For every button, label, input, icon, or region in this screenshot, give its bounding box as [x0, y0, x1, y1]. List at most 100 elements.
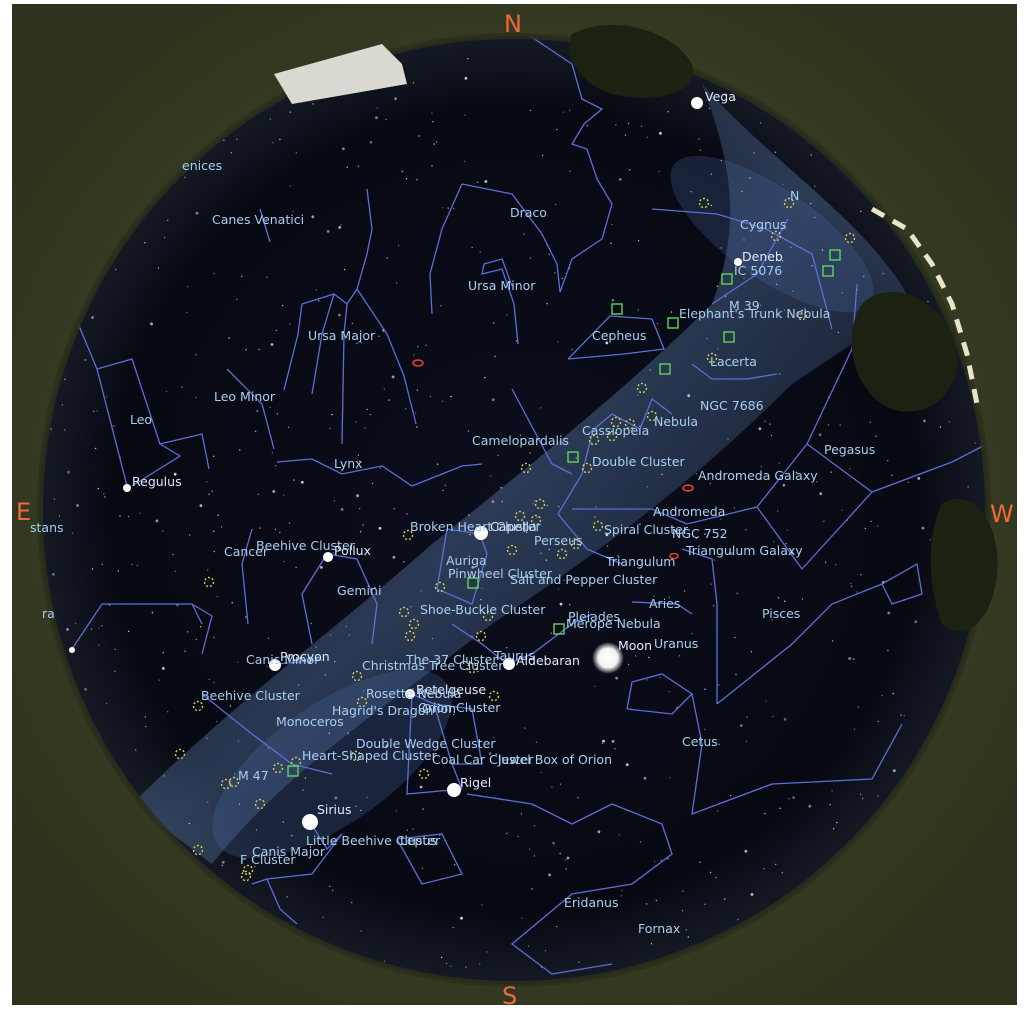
square-icon[interactable]: [553, 623, 565, 635]
square-icon[interactable]: [721, 273, 733, 285]
dashed-circle-icon[interactable]: [698, 197, 710, 209]
star-dot-icon[interactable]: [503, 658, 515, 670]
dso-label[interactable]: Pinwheel Cluster: [448, 566, 553, 581]
dso-label[interactable]: Pleiades: [568, 609, 620, 624]
dso-label[interactable]: Salt and Pepper Cluster: [510, 572, 658, 587]
constellation-label[interactable]: Ursa Minor: [468, 278, 536, 293]
star-dot-icon[interactable]: [474, 526, 488, 540]
constellation-label[interactable]: Cassiopeia: [582, 423, 649, 438]
dashed-circle-icon[interactable]: [624, 418, 636, 430]
constellation-label[interactable]: Eridanus: [564, 895, 618, 910]
star-label[interactable]: Procyon: [280, 649, 330, 664]
dashed-circle-icon[interactable]: [482, 610, 494, 622]
dashed-circle-icon[interactable]: [610, 416, 622, 428]
dashed-circle-icon[interactable]: [592, 520, 604, 532]
ellipse-icon[interactable]: [669, 552, 679, 560]
constellation-label[interactable]: Andromeda: [653, 504, 725, 519]
planetarium-view[interactable]: Canes Venatici Draco Cygnus Ursa Minor U…: [12, 4, 1017, 1005]
dashed-circle-icon[interactable]: [783, 197, 795, 209]
square-icon[interactable]: [567, 451, 579, 463]
dashed-circle-icon[interactable]: [272, 762, 284, 774]
dso-label[interactable]: Triangulum Galaxy: [685, 543, 803, 558]
dso-label[interactable]: Elephant's Trunk Nebula: [679, 306, 830, 321]
dso-label[interactable]: NGC 752: [672, 526, 728, 541]
dashed-circle-icon[interactable]: [203, 576, 215, 588]
dashed-circle-icon[interactable]: [466, 662, 478, 674]
constellation-label[interactable]: Canis Minor: [246, 652, 320, 667]
edge-label[interactable]: N: [790, 188, 799, 203]
sky-canvas[interactable]: Canes Venatici Draco Cygnus Ursa Minor U…: [12, 4, 1017, 1005]
star-dot-icon[interactable]: [123, 484, 131, 492]
square-icon[interactable]: [667, 317, 679, 329]
dso-label[interactable]: Shoe-Buckle Cluster: [420, 602, 546, 617]
dashed-circle-icon[interactable]: [408, 618, 420, 630]
constellation-label[interactable]: Aries: [649, 596, 680, 611]
dso-label[interactable]: Beehive Cluster: [256, 538, 356, 553]
dso-label[interactable]: Nebula: [654, 414, 698, 429]
dashed-circle-icon[interactable]: [520, 462, 532, 474]
constellation-label[interactable]: Perseus: [534, 533, 583, 548]
constellation-label[interactable]: Cancer: [224, 544, 269, 559]
star-dot-icon[interactable]: [323, 552, 333, 562]
dashed-circle-icon[interactable]: [220, 778, 232, 790]
star-label[interactable]: Rigel: [460, 775, 491, 790]
dso-label[interactable]: Christmas Tree Cluster: [362, 658, 504, 673]
dso-label[interactable]: M 47: [238, 768, 269, 783]
dso-label[interactable]: Orion Cluster: [418, 700, 501, 715]
star-dot-icon[interactable]: [691, 97, 703, 109]
dashed-circle-icon[interactable]: [534, 498, 546, 510]
dashed-circle-icon[interactable]: [530, 514, 542, 526]
dashed-circle-icon[interactable]: [488, 690, 500, 702]
constellation-label[interactable]: Gemini: [337, 583, 381, 598]
star-label[interactable]: Vega: [705, 89, 736, 104]
star-dot-icon[interactable]: [447, 783, 461, 797]
dashed-circle-icon[interactable]: [506, 544, 518, 556]
dashed-circle-icon[interactable]: [404, 630, 416, 642]
dashed-circle-icon[interactable]: [192, 700, 204, 712]
dashed-circle-icon[interactable]: [254, 798, 266, 810]
dashed-circle-icon[interactable]: [434, 581, 446, 593]
edge-label[interactable]: enices: [182, 158, 222, 173]
constellation-label[interactable]: Camelopardalis: [472, 433, 569, 448]
constellation-label[interactable]: Cepheus: [592, 328, 646, 343]
dashed-circle-icon[interactable]: [570, 538, 582, 550]
dso-label[interactable]: Double Cluster: [592, 454, 685, 469]
moon-label[interactable]: Moon: [618, 638, 652, 653]
constellation-label[interactable]: Triangulum: [605, 554, 675, 569]
constellation-label[interactable]: Cygnus: [740, 217, 786, 232]
dashed-circle-icon[interactable]: [646, 410, 658, 422]
constellation-label[interactable]: Leo: [130, 412, 152, 427]
constellation-label[interactable]: Monoceros: [276, 714, 344, 729]
star-dot-icon[interactable]: [302, 814, 318, 830]
dashed-circle-icon[interactable]: [588, 434, 600, 446]
dso-label[interactable]: Rosette Nebula: [366, 686, 461, 701]
moon-disc[interactable]: [592, 642, 624, 674]
dashed-circle-icon[interactable]: [706, 352, 718, 364]
dashed-circle-icon[interactable]: [356, 696, 368, 708]
dashed-circle-icon[interactable]: [581, 462, 593, 474]
constellation-label[interactable]: Pisces: [762, 606, 800, 621]
dashed-circle-icon[interactable]: [556, 548, 568, 560]
constellation-label[interactable]: Lynx: [334, 456, 363, 471]
constellation-label[interactable]: Pegasus: [824, 442, 875, 457]
constellation-label[interactable]: Taurus: [493, 648, 535, 663]
constellation-label[interactable]: Lacerta: [710, 354, 757, 369]
dso-label[interactable]: Little Beehive Cluster: [306, 833, 441, 848]
dashed-circle-icon[interactable]: [228, 776, 240, 788]
constellation-label[interactable]: Lepus: [400, 833, 437, 848]
edge-label[interactable]: stans: [30, 520, 64, 535]
dashed-circle-icon[interactable]: [514, 510, 526, 522]
dashed-circle-icon[interactable]: [770, 230, 782, 242]
star-label[interactable]: Regulus: [132, 474, 182, 489]
square-icon[interactable]: [611, 303, 623, 315]
star-dot-icon[interactable]: [269, 659, 281, 671]
constellation-label[interactable]: Canes Venatici: [212, 212, 304, 227]
dso-label[interactable]: Andromeda Galaxy: [698, 468, 818, 483]
dashed-circle-icon[interactable]: [475, 630, 487, 642]
dashed-circle-icon[interactable]: [240, 870, 252, 882]
constellation-label[interactable]: Ursa Major: [308, 328, 376, 343]
dso-label[interactable]: F Cluster: [240, 852, 296, 867]
dso-label[interactable]: Double Wedge Cluster: [356, 736, 496, 751]
dashed-circle-icon[interactable]: [796, 309, 808, 321]
dashed-circle-icon[interactable]: [418, 768, 430, 780]
